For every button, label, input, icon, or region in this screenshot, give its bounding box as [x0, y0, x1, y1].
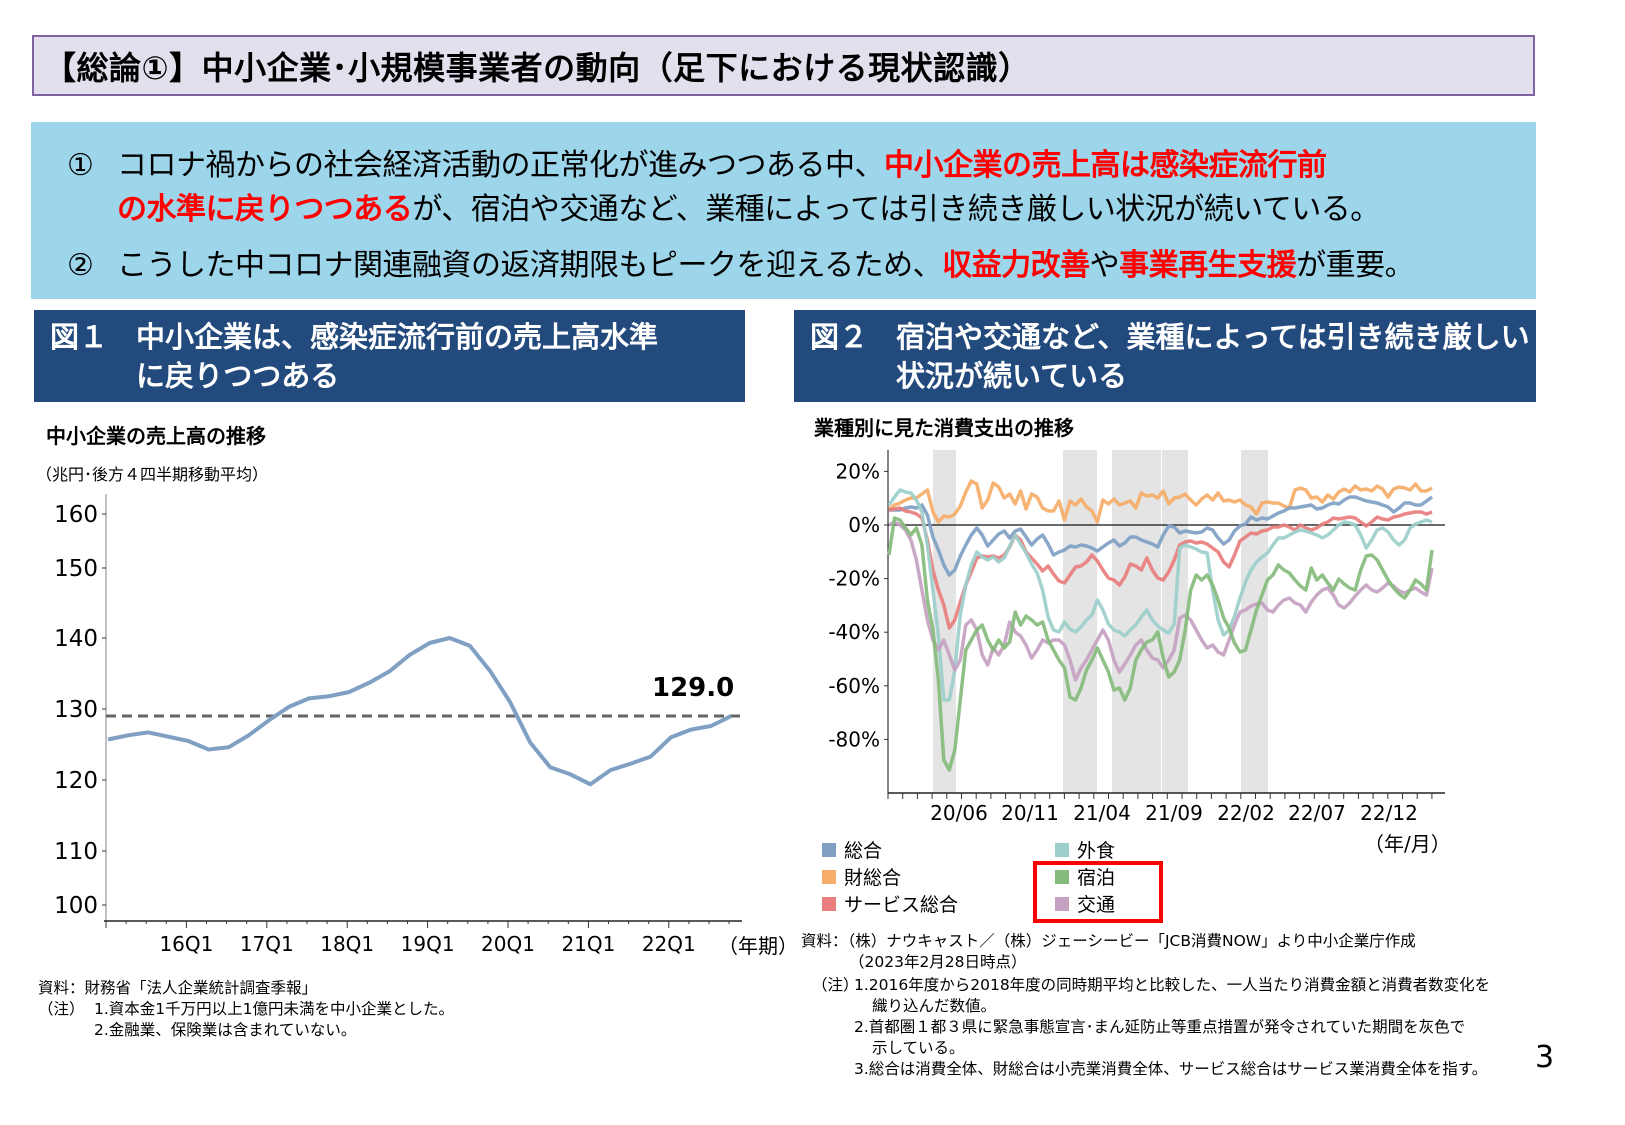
svg-text:21/09: 21/09	[1145, 801, 1203, 825]
category-lines	[887, 479, 1434, 772]
legend-item-dining: 外食	[1055, 836, 1115, 863]
svg-text:160: 160	[54, 502, 98, 528]
figure-1-notes: （注） 1.資本金1千万円以上1億円未満を中小企業とした。 2.金融業、保険業は含…	[38, 1000, 455, 1039]
figure-1-line-chart: 100 110 120 130 140 150 160 16Q1 17Q1 18Q1 19Q1 20…	[54, 494, 742, 956]
figure-2-chart-title: 業種別に見た消費支出の推移	[814, 416, 1074, 440]
svg-text:110: 110	[54, 839, 98, 865]
svg-text:21Q1: 21Q1	[561, 932, 615, 956]
legend-column-2: 外食 宿泊 交通	[1055, 836, 1115, 917]
svg-text:22/12: 22/12	[1360, 801, 1418, 825]
legend-swatch	[822, 842, 836, 857]
svg-text:18Q1: 18Q1	[320, 932, 374, 956]
svg-text:140: 140	[54, 626, 98, 652]
highlight-text: 収益力改善	[942, 248, 1090, 283]
legend-swatch	[822, 896, 836, 911]
figure-2-heading-line-2: 状況が続いている	[896, 359, 1128, 393]
figure-2-notes: （注）1.2016年度から2018年度の同時期平均と比較した、一人当たり消費金額…	[812, 976, 1491, 1078]
svg-text:22/07: 22/07	[1288, 801, 1346, 825]
summary-item-1-line-1: ① コロナ禍からの社会経済活動の正常化が進みつつある中、中小企業の売上高は感染症流…	[67, 148, 1327, 183]
legend-item-overall: 総合	[822, 836, 958, 863]
svg-text:19Q1: 19Q1	[401, 932, 455, 956]
svg-text:130: 130	[54, 697, 98, 723]
legend-swatch	[1055, 842, 1069, 857]
legend-swatch	[1055, 869, 1069, 884]
svg-text:-60%: -60%	[828, 674, 880, 698]
figure-1-header: 図１ 中小企業は、感染症流行前の売上高水準 に戻りつつある	[34, 310, 745, 402]
svg-text:-80%: -80%	[828, 727, 880, 751]
page-title-box: 【総論①】中小企業･小規模事業者の動向（足下における現状認識）	[32, 35, 1535, 96]
figure-1-heading-line-2: に戻りつつある	[136, 359, 340, 393]
svg-text:0%: 0%	[848, 513, 880, 537]
legend-column-1: 総合 財総合 サービス総合	[822, 836, 958, 917]
x-axis-ticks: 16Q1 17Q1 18Q1 19Q1 20Q1 21Q1 22Q1	[105, 921, 730, 956]
legend-item-lodging: 宿泊	[1055, 863, 1115, 890]
figure-1-chart-title: 中小企業の売上高の推移	[46, 424, 266, 448]
legend-item-services: サービス総合	[822, 890, 958, 917]
svg-text:20Q1: 20Q1	[481, 932, 535, 956]
figure-2-line-chart: 20% 0% -20% -40% -60% -80% 20/06 20/11 21/04 21/…	[828, 450, 1445, 825]
x-axis-ticks: 20/06 20/11 21/04 21/09 22/02 22/07 22/12	[887, 793, 1433, 825]
legend-item-transport: 交通	[1055, 890, 1115, 917]
svg-text:22Q1: 22Q1	[642, 932, 696, 956]
sales-line	[107, 636, 732, 787]
highlight-text: の水準に戻りつつある	[117, 192, 413, 227]
svg-text:16Q1: 16Q1	[159, 932, 213, 956]
x-axis-unit: （年期）	[718, 934, 798, 958]
svg-text:20/11: 20/11	[1001, 801, 1059, 825]
summary-marker-1: ①	[67, 148, 94, 183]
page-number: 3	[1535, 1040, 1555, 1075]
figure-2-heading-line-1: 宿泊や交通など、業種によっては引き続き厳しい	[896, 320, 1530, 354]
legend-swatch	[822, 869, 836, 884]
x-axis-unit: （年/月）	[1364, 832, 1451, 856]
figure-1-heading-line-1: 中小企業は、感染症流行前の売上高水準	[136, 320, 659, 354]
figure-2-header: 図２ 宿泊や交通など、業種によっては引き続き厳しい 状況が続いている	[794, 310, 1536, 402]
y-axis-ticks: 20% 0% -20% -40% -60% -80%	[828, 459, 888, 751]
latest-value-label: 129.0	[652, 673, 735, 703]
svg-text:150: 150	[54, 556, 98, 582]
svg-text:120: 120	[54, 768, 98, 794]
summary-item-2: ② こうした中コロナ関連融資の返済期限もピークを迎えるため、収益力改善や事業再生支…	[67, 248, 1415, 283]
figure-2-source: 資料：（株）ナウキャスト／（株）ジェーシービー「JCB消費NOW」より中小企業庁…	[801, 932, 1416, 971]
page-title: 【総論①】中小企業･小規模事業者の動向（足下における現状認識）	[44, 48, 1031, 87]
svg-text:20/06: 20/06	[930, 801, 988, 825]
y-axis-ticks: 100 110 120 130 140 150 160	[54, 502, 106, 919]
summary-box: ① コロナ禍からの社会経済活動の正常化が進みつつある中、中小企業の売上高は感染症流…	[31, 122, 1536, 299]
summary-item-1-line-2: の水準に戻りつつあるが、宿泊や交通など、業種によっては引き続き厳しい状況が続いて…	[117, 192, 1380, 227]
svg-text:22/02: 22/02	[1217, 801, 1275, 825]
figure-1-unit-label: （兆円･後方４四半期移動平均）	[36, 465, 269, 484]
figure-2-number: 図２	[810, 320, 869, 354]
highlight-text: 中小企業の売上高は感染症流行前	[884, 148, 1327, 183]
highlight-text: 事業再生支援	[1119, 248, 1297, 283]
svg-text:21/04: 21/04	[1073, 801, 1131, 825]
svg-text:-20%: -20%	[828, 567, 880, 591]
figure-1-source: 資料：財務省「法人企業統計調査季報」	[38, 979, 318, 997]
summary-marker-2: ②	[67, 248, 94, 283]
svg-text:-40%: -40%	[828, 620, 880, 644]
legend-swatch	[1055, 896, 1069, 911]
svg-text:100: 100	[54, 893, 98, 919]
legend-item-goods: 財総合	[822, 863, 958, 890]
highlight-box	[1033, 861, 1163, 923]
svg-text:20%: 20%	[836, 459, 880, 483]
figure-1-number: 図１	[50, 320, 109, 354]
svg-text:17Q1: 17Q1	[240, 932, 294, 956]
